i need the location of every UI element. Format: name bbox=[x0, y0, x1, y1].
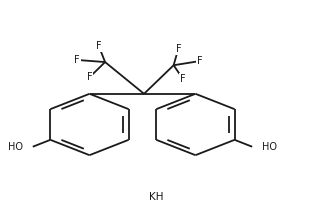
Text: F: F bbox=[176, 44, 181, 54]
Text: KH: KH bbox=[149, 193, 164, 203]
Text: HO: HO bbox=[262, 142, 277, 152]
Text: F: F bbox=[180, 74, 186, 84]
Text: F: F bbox=[87, 72, 92, 82]
Text: F: F bbox=[74, 55, 80, 65]
Text: F: F bbox=[96, 41, 102, 51]
Text: F: F bbox=[197, 56, 203, 66]
Text: HO: HO bbox=[8, 142, 23, 152]
